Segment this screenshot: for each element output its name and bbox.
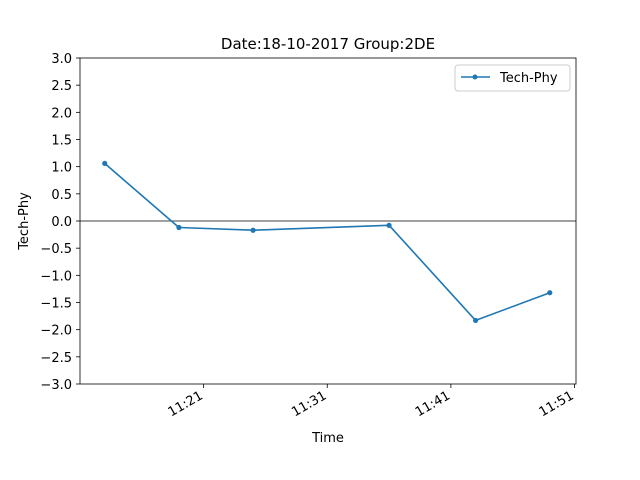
series-line <box>104 162 551 322</box>
y-tick-label: 2.5 <box>51 79 72 94</box>
y-tick-label: 2.0 <box>51 106 72 121</box>
y-tick-label: 0.5 <box>51 188 72 203</box>
y-tick-label: −2.5 <box>40 351 72 366</box>
y-axis-title: Tech-Phy <box>17 192 32 251</box>
y-tick-label: −3.0 <box>40 378 72 393</box>
data-point <box>176 224 182 231</box>
data-point <box>102 160 108 167</box>
legend-frame <box>454 64 571 92</box>
legend: Tech-Phy <box>454 64 571 92</box>
axes-frame <box>79 57 577 385</box>
legend-marker <box>472 74 478 80</box>
y-tick-label: 3.0 <box>51 52 72 67</box>
y-tick-label: −1.0 <box>40 269 72 284</box>
data-point <box>386 222 392 228</box>
y-tick-label: −2.0 <box>40 324 72 339</box>
data-point <box>473 317 479 324</box>
legend-label: Tech-Phy <box>499 71 558 86</box>
y-tick-label: −0.5 <box>40 242 72 257</box>
y-tick-label: 1.0 <box>51 161 72 176</box>
y-tick-label: 0.0 <box>51 215 72 230</box>
y-tick-label: −1.5 <box>40 297 72 312</box>
chart-title: Date:18-10-2017 Group:2DE <box>221 35 435 53</box>
data-point <box>250 227 256 233</box>
data-point <box>547 290 553 296</box>
y-tick-label: 1.5 <box>51 134 72 149</box>
x-axis-title: Time <box>311 431 344 446</box>
